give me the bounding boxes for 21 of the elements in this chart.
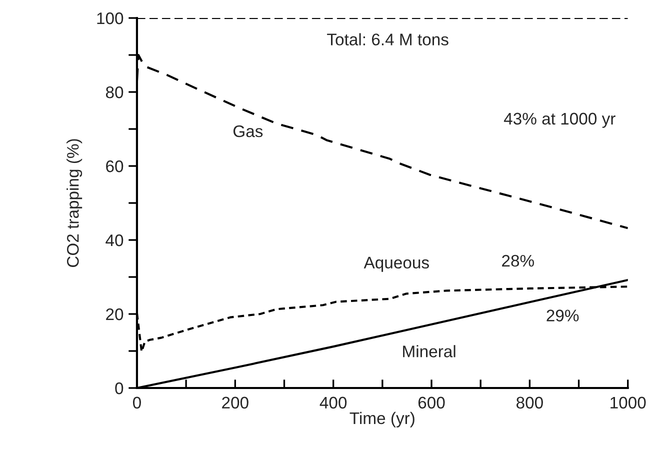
y-tick-label: 60 <box>106 160 124 172</box>
annotation: Mineral <box>403 345 456 358</box>
x-axis-title: Time (yr) <box>350 412 414 428</box>
x-tick-label: 0 <box>132 396 141 409</box>
x-tick-label: 400 <box>320 396 347 409</box>
annotation: Gas <box>233 125 263 138</box>
y-tick-label: 40 <box>106 234 124 246</box>
annotation: 43% at 1000 yr <box>504 112 616 128</box>
annotation: Total: 6.4 M tons <box>327 33 448 46</box>
x-tick-label: 1000 <box>610 396 646 409</box>
annotation: 28% <box>502 254 534 267</box>
y-tick-label: 80 <box>106 86 124 98</box>
annotation: 29% <box>546 310 579 322</box>
x-tick-label: 200 <box>222 396 248 409</box>
y-tick-label: 100 <box>97 12 124 24</box>
y-tick-label: 20 <box>106 308 124 320</box>
x-tick-label: 600 <box>418 396 445 409</box>
x-tick-label: 800 <box>516 396 543 409</box>
y-axis-title: CO2 trapping (%) <box>66 139 82 267</box>
annotation: Aqueous <box>364 256 429 272</box>
y-tick-label: 0 <box>115 382 124 394</box>
